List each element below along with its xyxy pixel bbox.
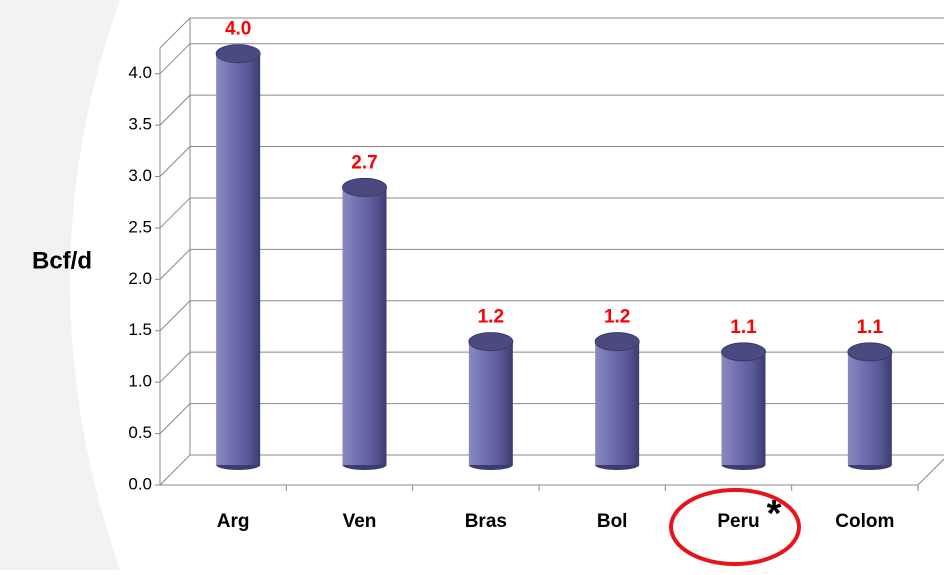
back-wall xyxy=(159,17,944,486)
bar-cap xyxy=(468,332,514,352)
bar-cap xyxy=(215,44,261,64)
bar-cap xyxy=(342,177,387,197)
grid-line xyxy=(159,403,944,434)
x-tick-label: Bol xyxy=(597,511,628,532)
bar-cap xyxy=(847,342,893,362)
y-tick-label: 4.0 xyxy=(128,63,152,82)
grid-line xyxy=(159,300,944,332)
value-label: 2.7 xyxy=(351,152,377,173)
grid-line xyxy=(159,248,944,280)
x-tick-label: Ven xyxy=(343,511,377,532)
highlight-circle xyxy=(669,488,801,566)
y-axis-label: Bcf/d xyxy=(32,247,92,274)
grid-line xyxy=(159,454,944,486)
y-tick-label: 2.5 xyxy=(128,217,152,236)
value-label: 1.1 xyxy=(857,317,884,338)
y-tick-label: 3.0 xyxy=(128,166,152,185)
grid-line xyxy=(159,94,944,126)
y-tick-label: 1.0 xyxy=(128,372,152,391)
x-tick-label: Arg xyxy=(217,511,250,532)
grid-line xyxy=(159,146,944,177)
grid-line xyxy=(159,197,944,229)
background-swoosh xyxy=(0,0,120,570)
bar xyxy=(342,187,387,465)
bar xyxy=(216,53,261,466)
bar xyxy=(468,341,513,465)
value-label: 1.2 xyxy=(604,307,630,328)
y-tick-label: 3.5 xyxy=(128,115,152,134)
value-label: 1.2 xyxy=(478,307,504,328)
y-tick-label: 2.0 xyxy=(128,269,152,288)
bar xyxy=(847,351,892,465)
grid-line xyxy=(159,43,944,75)
bar-cap xyxy=(721,342,766,362)
value-label: 1.1 xyxy=(730,317,757,338)
value-label: 4.0 xyxy=(225,19,251,40)
y-tick-label: 1.5 xyxy=(128,320,152,339)
y-tick-label: 0.5 xyxy=(128,423,152,442)
x-tick-label: Bras xyxy=(465,511,507,532)
annotation: * xyxy=(767,493,782,535)
x-tick-label: Colom xyxy=(835,511,894,532)
x-tick-label: Peru xyxy=(717,511,759,532)
bar xyxy=(595,341,640,465)
grid-line xyxy=(159,351,944,383)
bar xyxy=(721,351,766,465)
y-tick-label: 0.0 xyxy=(128,474,152,493)
bar-cap xyxy=(594,332,640,352)
